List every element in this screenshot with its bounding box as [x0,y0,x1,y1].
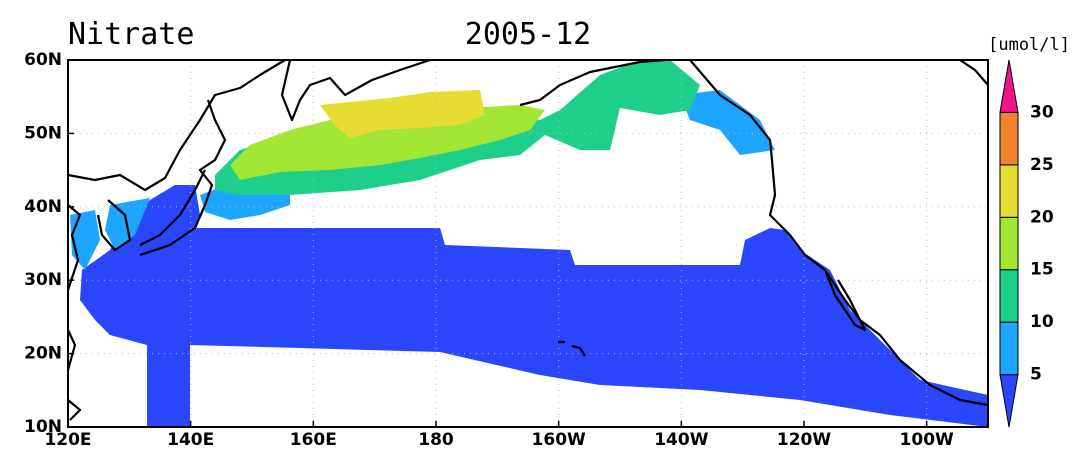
field-5 [80,185,988,427]
lon-label: 120E [44,430,91,450]
axes: 120E 140E 160E 180 160W 140W 120W 100W 10N 20N 30N… [24,50,954,450]
coastline-korea [96,199,132,252]
field-10 [70,90,775,270]
colorbar-arrow [999,59,1019,113]
lat-label: 20N [24,344,62,364]
coastline-kamchatka [280,58,431,122]
lon-label: 180 [418,430,454,450]
lon-label: 140W [654,430,708,450]
field-20 [230,105,545,180]
colorbar-label: 5 [1030,365,1042,385]
coastline-japan [139,99,227,257]
lat-label: 10N [24,417,62,437]
lon-label: 160W [532,430,586,450]
lat-label: 40N [24,197,62,217]
lon-label: 140E [167,430,214,450]
colorbar-label: 15 [1030,260,1054,280]
coastline-asia [66,59,286,421]
coastline-america [768,59,989,407]
colorbar-label: 10 [1030,312,1054,332]
coastline-hawaii [558,340,586,357]
colorbar-label: 30 [1030,102,1054,122]
units: [umol/l] [988,35,1070,55]
colorbar-segment [999,111,1019,166]
colorbar-segment [999,321,1019,376]
nitrate-field [70,60,988,427]
lat-label: 30N [24,270,62,290]
coastline-alaska [519,58,774,161]
map-frame [67,59,989,428]
lon-label: 120W [777,430,831,450]
title: Nitrate [68,17,194,52]
colorbar-segment [999,216,1019,271]
lat-label: 60N [24,50,62,70]
field-25 [320,90,485,138]
colorbar-arrow [999,374,1019,428]
lon-label: 160E [290,430,337,450]
lon-label: 100W [900,430,954,450]
colorbar-segment [999,164,1019,218]
colorbar-segment [999,269,1019,323]
colorbar-label: 20 [1030,207,1054,227]
period: 2005-12 [465,17,591,52]
coastlines [66,58,989,421]
lat-label: 50N [24,123,62,143]
colorbar: 5 10 15 20 25 30 [999,59,1054,428]
colorbar-label: 25 [1030,155,1054,175]
